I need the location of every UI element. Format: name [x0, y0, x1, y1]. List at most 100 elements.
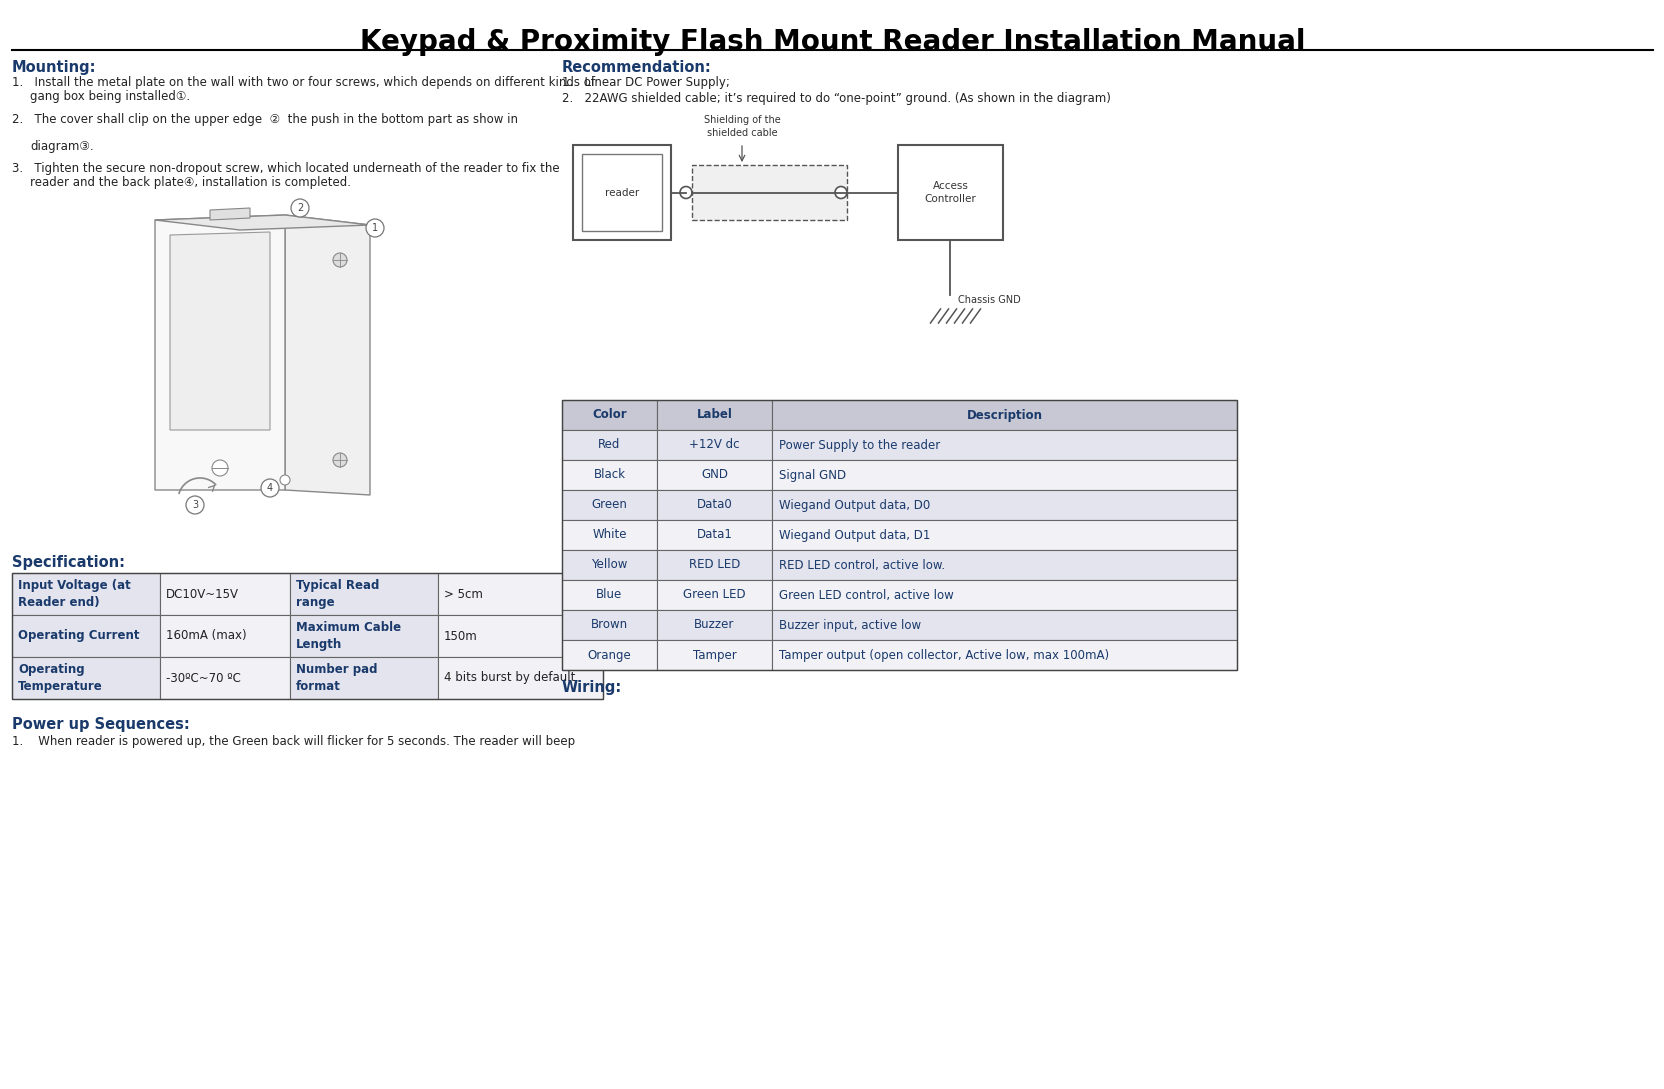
- Bar: [772, 580, 1236, 610]
- Text: 2: 2: [296, 203, 303, 213]
- Text: Green LED control, active low: Green LED control, active low: [779, 588, 953, 601]
- Text: Power Supply to the reader: Power Supply to the reader: [779, 439, 940, 452]
- Text: Signal GND: Signal GND: [779, 468, 845, 481]
- Text: Tamper output (open collector, Active low, max 100mA): Tamper output (open collector, Active lo…: [779, 649, 1108, 661]
- Text: 1.   Install the metal plate on the wall with two or four screws, which depends : 1. Install the metal plate on the wall w…: [12, 76, 594, 89]
- Text: Wiegand Output data, D1: Wiegand Output data, D1: [779, 528, 930, 541]
- Bar: [657, 460, 772, 490]
- Bar: [772, 521, 1236, 550]
- Text: Recommendation:: Recommendation:: [562, 60, 711, 75]
- Bar: [562, 550, 657, 580]
- Text: Data1: Data1: [696, 528, 732, 541]
- Bar: [657, 400, 772, 430]
- Bar: [562, 490, 657, 521]
- Bar: [290, 573, 438, 615]
- Circle shape: [186, 495, 205, 514]
- Text: Typical Read
range: Typical Read range: [296, 579, 379, 609]
- Text: Access
Controller: Access Controller: [924, 181, 975, 204]
- Bar: [12, 573, 160, 615]
- Text: Wiegand Output data, D0: Wiegand Output data, D0: [779, 499, 930, 512]
- Bar: [12, 573, 602, 699]
- Text: Black: Black: [592, 468, 626, 481]
- Circle shape: [280, 475, 290, 485]
- Bar: [12, 657, 160, 699]
- Text: Number pad
format: Number pad format: [296, 663, 378, 693]
- Bar: [772, 550, 1236, 580]
- Text: White: White: [592, 528, 626, 541]
- Bar: [897, 145, 1002, 240]
- Text: Green LED: Green LED: [682, 588, 745, 601]
- Text: 4: 4: [266, 484, 273, 493]
- Text: RED LED control, active low.: RED LED control, active low.: [779, 559, 945, 572]
- Text: Wiring:: Wiring:: [562, 680, 622, 695]
- Text: Shielding of the
shielded cable: Shielding of the shielded cable: [704, 115, 780, 138]
- Bar: [772, 400, 1236, 430]
- Bar: [438, 657, 602, 699]
- Text: 2.   The cover shall clip on the upper edge  ②  the push in the bottom part as s: 2. The cover shall clip on the upper edg…: [12, 113, 518, 126]
- Bar: [290, 657, 438, 699]
- Text: +12V dc: +12V dc: [689, 439, 739, 452]
- Circle shape: [333, 453, 346, 467]
- Text: Buzzer input, active low: Buzzer input, active low: [779, 619, 920, 632]
- Text: Mounting:: Mounting:: [12, 60, 97, 75]
- Text: reader: reader: [604, 187, 639, 197]
- Text: Power up Sequences:: Power up Sequences:: [12, 717, 190, 732]
- Text: RED LED: RED LED: [689, 559, 740, 572]
- Text: Orange: Orange: [587, 649, 631, 661]
- Text: 3: 3: [191, 500, 198, 510]
- Bar: [582, 154, 662, 231]
- Text: Specification:: Specification:: [12, 555, 125, 570]
- Circle shape: [333, 253, 346, 267]
- Polygon shape: [210, 208, 250, 220]
- Bar: [657, 580, 772, 610]
- Bar: [562, 400, 1236, 670]
- Bar: [160, 657, 290, 699]
- Text: Input Voltage (at
Reader end): Input Voltage (at Reader end): [18, 579, 131, 609]
- Bar: [562, 400, 657, 430]
- Circle shape: [261, 479, 280, 497]
- Text: diagram③.: diagram③.: [30, 140, 93, 152]
- Text: Maximum Cable
Length: Maximum Cable Length: [296, 621, 401, 651]
- Polygon shape: [155, 215, 285, 490]
- Text: Red: Red: [597, 439, 621, 452]
- Bar: [572, 145, 671, 240]
- Text: 150m: 150m: [444, 629, 478, 643]
- Text: Data0: Data0: [696, 499, 732, 512]
- Bar: [290, 615, 438, 657]
- Bar: [160, 615, 290, 657]
- Bar: [657, 521, 772, 550]
- Text: reader and the back plate④, installation is completed.: reader and the back plate④, installation…: [30, 176, 351, 189]
- Text: 1.   Linear DC Power Supply;: 1. Linear DC Power Supply;: [562, 76, 729, 89]
- Bar: [562, 521, 657, 550]
- Bar: [772, 430, 1236, 460]
- Polygon shape: [170, 232, 270, 430]
- Circle shape: [835, 186, 847, 198]
- Text: Operating
Temperature: Operating Temperature: [18, 663, 103, 693]
- Text: Tamper: Tamper: [692, 649, 735, 661]
- Circle shape: [211, 460, 228, 476]
- Text: 160mA (max): 160mA (max): [166, 629, 246, 643]
- Text: Yellow: Yellow: [591, 559, 627, 572]
- Text: 4 bits burst by default: 4 bits burst by default: [444, 672, 576, 685]
- Bar: [772, 640, 1236, 670]
- Text: DC10V~15V: DC10V~15V: [166, 587, 240, 600]
- Circle shape: [291, 199, 310, 217]
- Text: Operating Current: Operating Current: [18, 629, 140, 643]
- Text: Color: Color: [592, 408, 626, 421]
- Bar: [657, 550, 772, 580]
- Text: 1: 1: [371, 223, 378, 233]
- Bar: [562, 460, 657, 490]
- Text: Chassis GND: Chassis GND: [958, 295, 1020, 305]
- Text: -30ºC~70 ºC: -30ºC~70 ºC: [166, 672, 241, 685]
- Bar: [657, 640, 772, 670]
- Circle shape: [366, 219, 384, 237]
- Bar: [657, 610, 772, 640]
- Polygon shape: [155, 215, 369, 230]
- Text: Brown: Brown: [591, 619, 627, 632]
- Bar: [772, 610, 1236, 640]
- Circle shape: [679, 186, 692, 198]
- Text: 1.    When reader is powered up, the Green back will flicker for 5 seconds. The : 1. When reader is powered up, the Green …: [12, 735, 574, 748]
- Text: Label: Label: [696, 408, 732, 421]
- Text: gang box being installed①.: gang box being installed①.: [30, 90, 190, 103]
- Bar: [562, 640, 657, 670]
